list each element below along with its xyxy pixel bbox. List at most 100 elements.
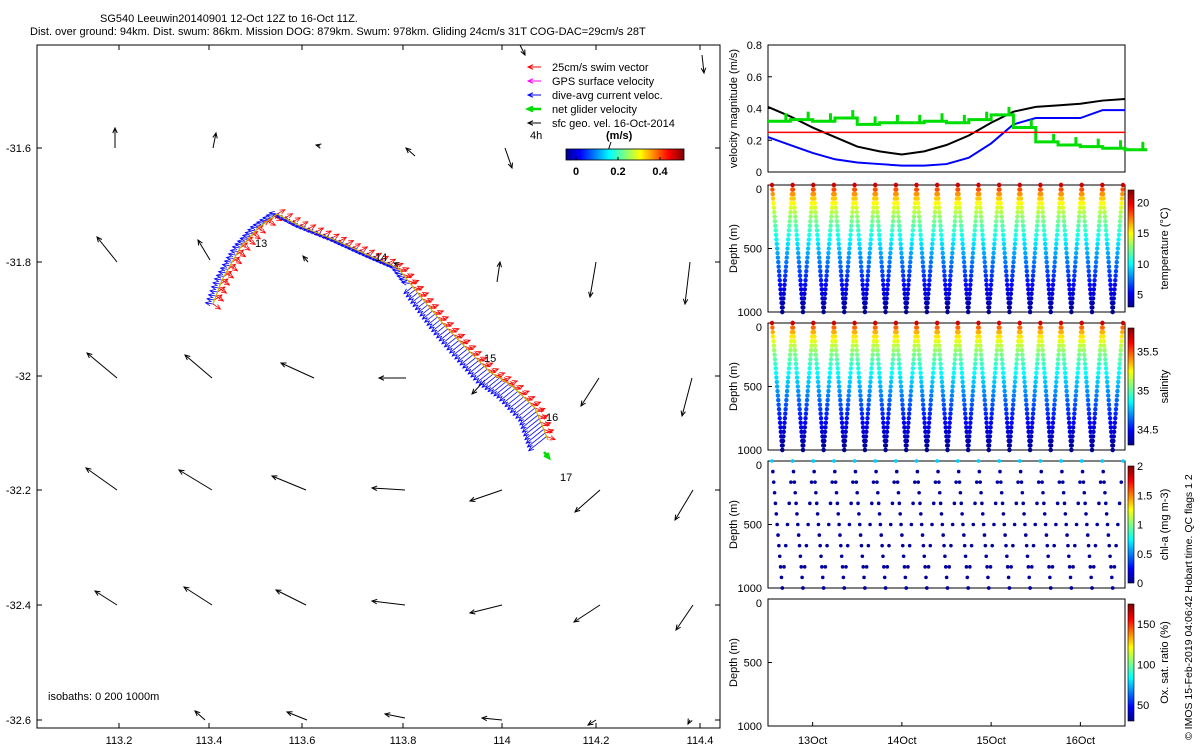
profile-point bbox=[934, 182, 940, 188]
profile-point bbox=[883, 443, 889, 448]
current-arrow bbox=[204, 300, 214, 307]
profile-point bbox=[1021, 375, 1027, 380]
profile-point bbox=[866, 259, 872, 265]
profile-point bbox=[1028, 586, 1032, 590]
profile-point bbox=[825, 543, 829, 548]
current-arrow bbox=[246, 227, 256, 234]
profile-point bbox=[949, 397, 954, 403]
profile-point bbox=[817, 259, 822, 265]
profile-point bbox=[950, 250, 955, 256]
profile-point bbox=[1086, 402, 1091, 407]
geo-velocity-arrow-head bbox=[177, 469, 185, 475]
swim-arrow-head bbox=[405, 273, 413, 279]
net-velocity-arrow bbox=[543, 451, 551, 461]
swim-arrow-shaft bbox=[487, 368, 496, 373]
swim-arrow-shaft bbox=[427, 304, 437, 309]
profile-point bbox=[881, 287, 886, 292]
profile-point bbox=[894, 334, 900, 339]
swim-arrow-shaft bbox=[484, 362, 493, 367]
profile-point bbox=[960, 237, 965, 242]
swim-arrow-head bbox=[459, 333, 466, 339]
profile-point bbox=[815, 379, 821, 385]
profile-point bbox=[876, 223, 881, 229]
profile-point bbox=[829, 205, 835, 210]
geo-velocity-arrow bbox=[574, 489, 601, 513]
profile-point bbox=[772, 210, 777, 215]
profile-point bbox=[1083, 232, 1088, 238]
swim-arrow bbox=[394, 262, 404, 268]
profile-point bbox=[1108, 282, 1113, 287]
profile-point bbox=[793, 357, 798, 362]
profile-point bbox=[775, 388, 780, 394]
profile-point bbox=[1096, 228, 1101, 233]
profile-point bbox=[922, 425, 928, 430]
profile-point bbox=[1078, 480, 1082, 484]
profile-point bbox=[989, 416, 994, 421]
profile-point bbox=[936, 200, 941, 206]
profile-point bbox=[966, 443, 971, 448]
profile-point bbox=[913, 480, 917, 484]
profile-point bbox=[1103, 490, 1107, 495]
swim-arrow-head bbox=[517, 384, 525, 390]
profile-point bbox=[1027, 575, 1032, 580]
swim-arrow-head bbox=[317, 227, 325, 233]
profile-point bbox=[794, 237, 800, 242]
swim-arrow bbox=[252, 233, 262, 240]
profile-point bbox=[941, 533, 945, 537]
swim-arrow-head bbox=[408, 273, 415, 279]
profile-point bbox=[976, 459, 981, 463]
current-arrow bbox=[398, 277, 408, 283]
profile-point bbox=[992, 237, 997, 242]
profile-point bbox=[812, 200, 817, 206]
profile-point bbox=[1025, 416, 1030, 421]
profile-point bbox=[917, 219, 922, 224]
profile-point bbox=[1046, 282, 1051, 287]
depth-colorbar bbox=[1127, 465, 1135, 584]
profile-point bbox=[929, 255, 934, 260]
profile-point bbox=[1044, 259, 1049, 265]
profile-point bbox=[1081, 480, 1086, 484]
profile-point bbox=[1032, 393, 1037, 398]
profile-point bbox=[1055, 228, 1060, 233]
geo-velocity-arrow-head bbox=[86, 352, 93, 359]
profile-point bbox=[973, 352, 979, 357]
profile-point bbox=[922, 420, 927, 425]
profile-point bbox=[857, 379, 862, 385]
legend-swatch-arrow bbox=[526, 78, 541, 84]
velocity-ylabel: velocity magnitude (m/s) bbox=[728, 49, 740, 168]
profile-point bbox=[821, 586, 826, 590]
profile-point bbox=[780, 305, 785, 310]
profile-point bbox=[860, 416, 865, 421]
swim-arrow-shaft bbox=[540, 421, 550, 426]
profile-point bbox=[919, 522, 924, 527]
profile-point bbox=[984, 278, 989, 283]
profile-point bbox=[897, 232, 903, 238]
profile-point bbox=[964, 565, 969, 569]
geo-velocity-arrow-shaft bbox=[504, 147, 513, 169]
profile-point bbox=[874, 196, 879, 201]
profile-point bbox=[787, 357, 792, 362]
profile-point bbox=[1003, 259, 1008, 265]
profile-point bbox=[1095, 522, 1099, 527]
swim-arrow-shaft bbox=[417, 292, 427, 297]
depth-ytick-label: 1000 bbox=[738, 307, 762, 319]
profile-point bbox=[1087, 278, 1092, 283]
profile-point bbox=[847, 375, 853, 380]
colorbar-tick-label: 0.4 bbox=[652, 166, 668, 178]
profile-point bbox=[997, 191, 1003, 197]
profile-point bbox=[785, 522, 790, 527]
time-tick-label: 13Oct bbox=[798, 735, 827, 747]
profile-point bbox=[1072, 268, 1077, 274]
swim-arrow-shaft bbox=[511, 385, 521, 390]
profile-point bbox=[1015, 205, 1021, 210]
swim-arrow-shaft bbox=[469, 351, 479, 356]
current-arrow-shaft bbox=[510, 399, 527, 413]
profile-point bbox=[1094, 246, 1100, 251]
profile-point bbox=[1074, 241, 1080, 247]
profile-point bbox=[834, 219, 840, 224]
profile-point bbox=[845, 264, 851, 269]
current-arrow-head bbox=[206, 296, 213, 303]
current-arrow-shaft bbox=[481, 375, 497, 388]
profile-point bbox=[1019, 343, 1024, 348]
